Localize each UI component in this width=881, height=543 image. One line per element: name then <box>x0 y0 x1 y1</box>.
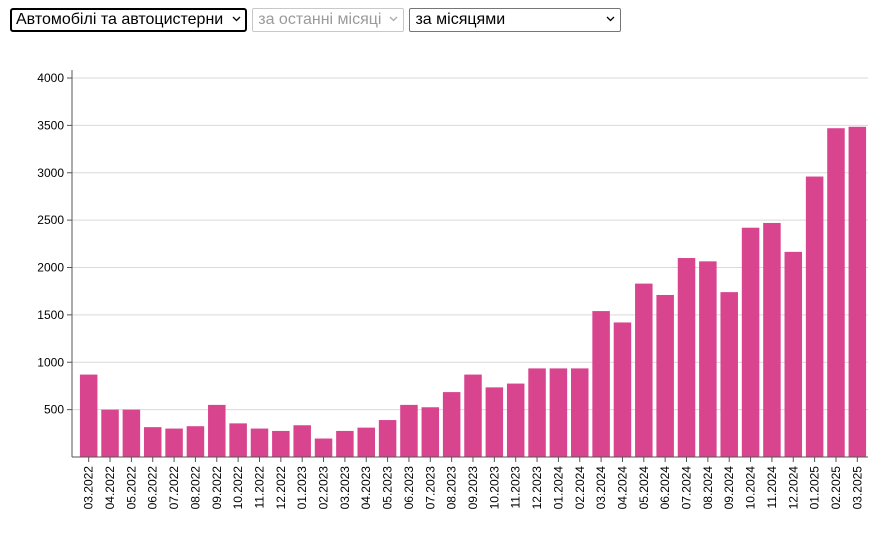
chevron-down-icon <box>607 16 615 22</box>
bar <box>485 387 504 457</box>
x-tick-label: 06.2023 <box>402 466 416 510</box>
category-select[interactable]: Автомобілі та автоцистерни <box>10 8 248 32</box>
x-tick-label: 10.2023 <box>487 466 501 510</box>
x-tick-label: 05.2022 <box>124 466 138 510</box>
x-tick-label: 05.2023 <box>381 466 395 510</box>
bar <box>293 425 311 457</box>
x-tick-label: 08.2022 <box>188 466 202 510</box>
y-tick-label: 1000 <box>37 355 64 369</box>
y-tick-label: 1500 <box>37 308 64 322</box>
bar <box>592 311 610 457</box>
axes <box>71 70 868 458</box>
x-tick-label: 06.2022 <box>146 466 160 510</box>
x-tick-label: 10.2024 <box>744 466 758 510</box>
bar <box>741 227 760 457</box>
x-tick-label: 12.2024 <box>786 466 800 510</box>
bar <box>677 258 696 457</box>
x-tick-label: 07.2024 <box>680 466 694 510</box>
bar <box>549 368 568 457</box>
y-tick-label: 500 <box>44 403 64 417</box>
x-tick-label: 12.2022 <box>274 466 288 510</box>
x-tick-label: 04.2022 <box>103 466 117 510</box>
bar <box>314 438 333 457</box>
x-tick-label: 09.2023 <box>466 466 480 510</box>
bar <box>336 430 354 457</box>
y-tick-label: 3500 <box>37 118 64 132</box>
x-tick-label: 10.2022 <box>231 466 245 510</box>
period-select[interactable]: за останні місяці <box>252 8 405 32</box>
bar <box>400 404 418 457</box>
filter-bar: Автомобілі та автоцистерни за останні мі… <box>10 8 622 32</box>
category-select-value: Автомобілі та автоцистерни <box>16 11 224 28</box>
bar <box>528 368 546 457</box>
x-tick-label: 01.2024 <box>551 466 565 510</box>
bar <box>464 374 482 457</box>
y-tick-label: 2000 <box>37 261 64 275</box>
bar <box>165 428 183 457</box>
y-tick-label: 4000 <box>37 71 64 85</box>
bar <box>635 283 653 457</box>
x-tick-label: 02.2024 <box>573 466 587 510</box>
bar <box>357 427 375 457</box>
x-tick-label: 08.2024 <box>701 466 715 510</box>
x-tick-label: 11.2023 <box>509 466 523 509</box>
bar <box>613 322 632 457</box>
bar <box>101 409 119 457</box>
y-axis-labels: 500 1000 1500 2000 2500 3000 3500 4000 <box>37 71 64 417</box>
bar <box>122 409 141 457</box>
x-tick-label: 03.2022 <box>82 466 96 510</box>
y-tick-label: 2500 <box>37 213 64 227</box>
x-tick-label: 02.2023 <box>317 466 331 510</box>
bar <box>229 423 247 457</box>
bar <box>272 430 290 457</box>
bar <box>378 420 397 457</box>
x-tick-label: 05.2024 <box>637 466 651 510</box>
bar <box>763 222 781 457</box>
x-tick-label: 04.2023 <box>359 466 373 510</box>
y-tick-label: 3000 <box>37 166 64 180</box>
bar <box>848 126 867 457</box>
x-tick-label: 03.2024 <box>594 466 608 510</box>
bar <box>208 404 226 457</box>
bar <box>186 426 205 457</box>
bar <box>421 407 440 457</box>
x-tick-label: 07.2022 <box>167 466 181 510</box>
chevron-down-icon <box>232 16 241 22</box>
x-tick-label: 01.2025 <box>808 466 822 510</box>
bar <box>699 261 717 457</box>
x-tick-label: 04.2024 <box>615 466 629 510</box>
period-select-value: за останні місяці <box>258 11 382 28</box>
x-tick-label: 02.2025 <box>829 466 843 510</box>
x-tick-label: 12.2023 <box>530 466 544 510</box>
x-tick-label: 03.2023 <box>338 466 352 510</box>
x-tick-label: 11.2022 <box>252 466 266 509</box>
x-axis-labels: 03.2022 04.2022 05.2022 06.2022 07.2022 08.20… <box>82 457 864 510</box>
grouping-select[interactable]: за місяцями <box>409 8 622 32</box>
x-tick-label: 11.2024 <box>765 466 779 509</box>
x-tick-label: 09.2022 <box>210 466 224 510</box>
bar <box>250 428 269 457</box>
x-tick-label: 07.2023 <box>423 466 437 510</box>
x-tick-label: 06.2024 <box>658 466 672 510</box>
x-tick-label: 03.2025 <box>850 466 864 510</box>
bar <box>805 176 824 458</box>
grouping-select-value: за місяцями <box>415 11 506 28</box>
chevron-down-icon <box>390 16 398 22</box>
bar <box>784 251 803 457</box>
bar <box>827 128 845 457</box>
bar <box>79 374 98 457</box>
x-tick-label: 01.2023 <box>295 466 309 510</box>
bar <box>442 392 461 457</box>
x-tick-label: 09.2024 <box>722 466 736 510</box>
bar <box>720 292 738 457</box>
bar <box>656 294 674 457</box>
bar <box>571 368 589 457</box>
bar <box>143 427 162 457</box>
x-tick-label: 08.2023 <box>445 466 459 510</box>
bars <box>79 126 867 458</box>
bar <box>506 383 525 457</box>
